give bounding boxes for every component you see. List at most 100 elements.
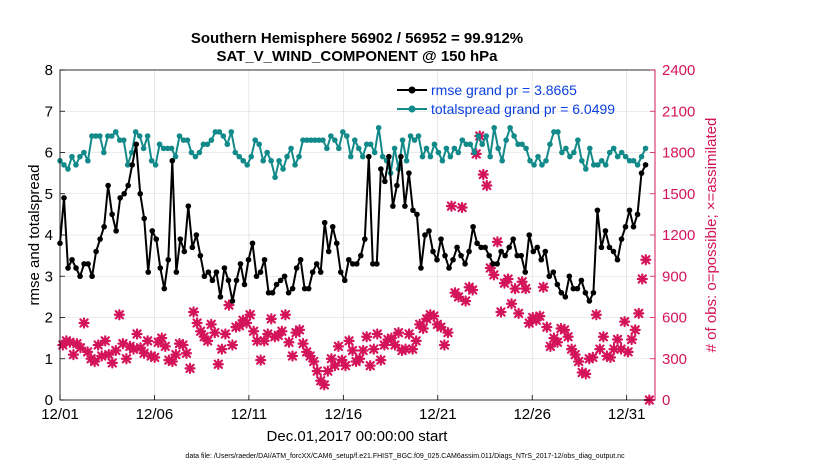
y2-tick-label: 0: [662, 392, 670, 409]
obs-mark: [484, 262, 496, 274]
obs-mark: [346, 344, 359, 357]
obs-mark: [276, 325, 288, 337]
obs-mark: [233, 320, 246, 332]
rmse-point: [273, 281, 280, 288]
rmse-point: [486, 252, 492, 259]
spread-point: [399, 137, 406, 143]
obs-mark: [343, 335, 355, 347]
spread-point: [363, 141, 370, 148]
obs-mark: [633, 307, 645, 319]
spread-point: [455, 149, 462, 156]
rmse-point: [430, 248, 436, 255]
spread-point: [312, 137, 318, 143]
rmse-point: [117, 195, 123, 201]
spread-point: [559, 149, 565, 156]
rmse-point: [305, 285, 312, 292]
obs-mark: [640, 254, 652, 266]
spread-point: [531, 162, 537, 168]
obs-mark: [251, 335, 263, 347]
obs-mark: [173, 338, 186, 350]
rmse-point: [257, 269, 264, 275]
x-tick-label: 12/11: [231, 406, 267, 423]
legend-label-spread: totalspread grand pr = 6.0499: [431, 101, 615, 117]
rmse-point: [530, 248, 537, 255]
rmse-point: [281, 273, 288, 280]
obs-mark: [597, 331, 610, 343]
rmse-point: [141, 215, 148, 222]
spread-point: [419, 153, 426, 160]
obs-mark: [460, 295, 472, 307]
y2-tick-label: 300: [662, 351, 687, 368]
obs-mark: [230, 321, 242, 333]
spread-point: [140, 145, 147, 152]
obs-mark: [558, 324, 571, 336]
spread-point: [586, 145, 593, 152]
rmse-point: [73, 265, 79, 271]
rmse-point: [578, 277, 585, 284]
rmse-point: [462, 261, 468, 267]
x-tick-label: 12/26: [513, 406, 551, 423]
spread-point: [152, 162, 159, 168]
spread-point: [188, 149, 195, 156]
y2-tick-label: 600: [662, 310, 687, 327]
rmse-point: [446, 265, 452, 271]
y-tick-label: 0: [45, 392, 53, 409]
spread-point: [296, 153, 302, 160]
rmse-point: [185, 203, 192, 209]
spread-point: [336, 145, 342, 152]
y2-tick-label: 1200: [662, 227, 695, 244]
rmse-point: [253, 273, 260, 280]
rmse-point: [622, 223, 629, 230]
spread-point: [172, 153, 179, 160]
obs-mark: [619, 316, 631, 328]
spread-point: [252, 137, 258, 143]
spread-point: [579, 157, 585, 164]
spread-point: [523, 145, 529, 152]
rmse-point: [81, 261, 87, 267]
obs-mark: [580, 368, 592, 380]
rmse-point: [582, 289, 589, 296]
spread-point: [590, 162, 597, 168]
spread-point: [132, 129, 139, 135]
rmse-point: [410, 207, 416, 214]
obs-mark: [60, 335, 72, 347]
spread-point: [196, 149, 203, 156]
spread-point: [618, 149, 625, 156]
spread-point: [495, 145, 501, 152]
rmse-point: [526, 232, 533, 238]
spread-point: [487, 153, 494, 160]
spread-point: [328, 133, 334, 139]
spread-point: [116, 137, 123, 143]
rmse-point: [494, 261, 500, 267]
rmse-point: [438, 236, 444, 242]
spread-point: [244, 162, 251, 168]
rmse-point: [522, 269, 529, 275]
obs-mark: [636, 273, 648, 285]
y2-tick-label: 2400: [662, 62, 695, 79]
rmse-point: [113, 228, 119, 234]
obs-mark: [573, 355, 585, 368]
obs-mark: [219, 328, 231, 340]
rmse-point: [225, 277, 232, 284]
rmse-point: [353, 261, 360, 267]
rmse-point: [514, 252, 521, 259]
obs-mark: [389, 339, 401, 351]
spread-point: [300, 137, 306, 143]
rmse-point: [510, 236, 517, 242]
obs-mark: [81, 346, 94, 358]
obs-mark: [89, 355, 101, 368]
spread-point: [148, 157, 155, 164]
rmse-point: [133, 141, 140, 148]
spread-point: [156, 141, 163, 148]
obs-mark: [361, 331, 373, 343]
spread-point: [375, 124, 382, 131]
spread-point: [77, 153, 83, 160]
spread-point: [240, 157, 247, 164]
obs-mark: [435, 321, 447, 333]
obs-mark: [138, 347, 150, 359]
spread-point: [248, 153, 255, 160]
x-tick-label: 12/21: [419, 406, 457, 423]
spread-point: [511, 133, 517, 139]
obs-mark: [375, 354, 387, 366]
